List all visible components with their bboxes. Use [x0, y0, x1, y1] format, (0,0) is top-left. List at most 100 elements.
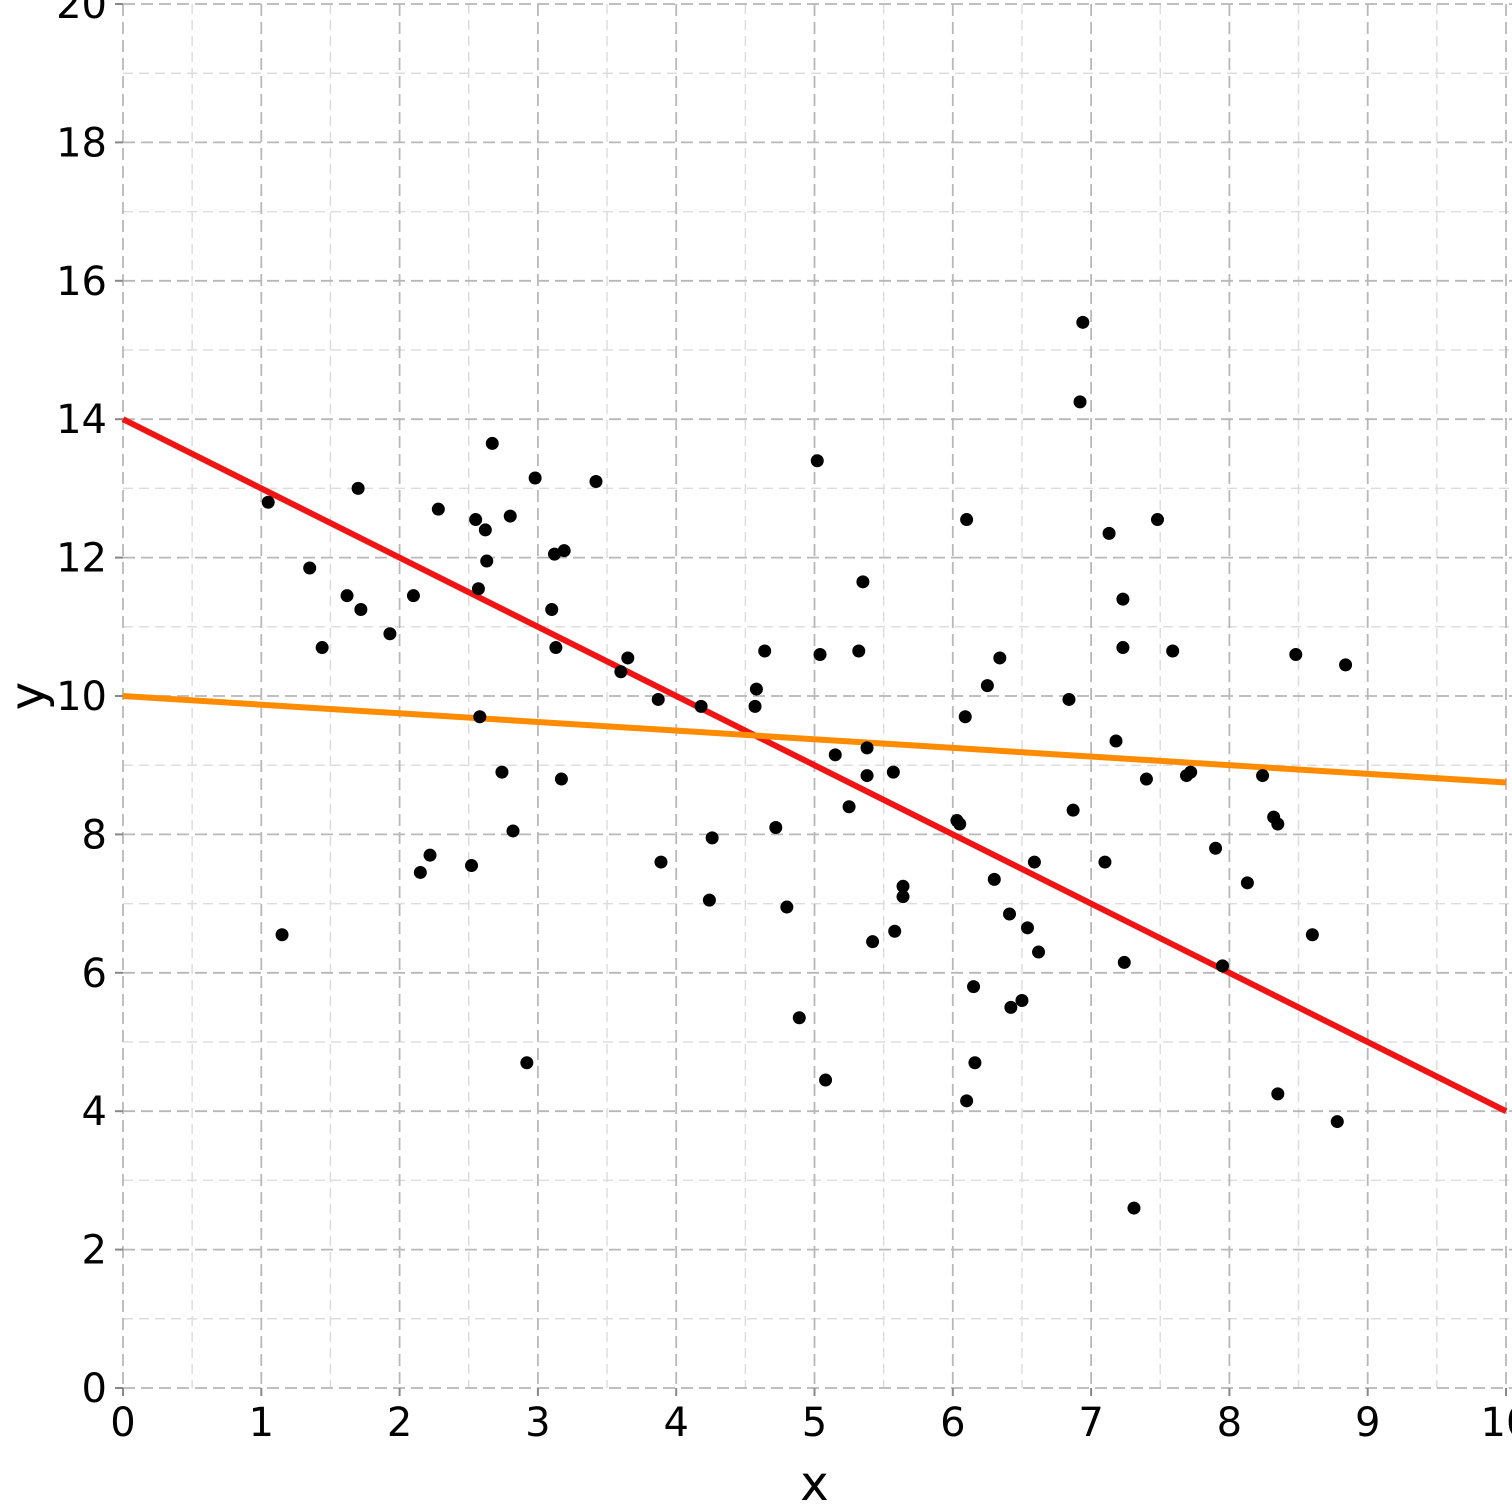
- data-point: [1150, 513, 1164, 527]
- y-tick-label: 10: [56, 674, 107, 720]
- data-point: [1209, 841, 1223, 855]
- data-point: [557, 544, 571, 558]
- data-point: [1117, 955, 1131, 969]
- orange-fit-line: [122, 693, 1507, 786]
- data-point: [1256, 769, 1270, 783]
- data-point: [993, 651, 1007, 665]
- data-point: [828, 748, 842, 762]
- data-point: [495, 765, 509, 779]
- data-point: [1073, 395, 1087, 409]
- data-point: [1116, 641, 1130, 655]
- red-fit-line: [121, 416, 1508, 1114]
- data-point: [694, 699, 708, 713]
- y-axis-title: y: [0, 682, 56, 710]
- data-point: [465, 859, 479, 873]
- data-point: [1271, 817, 1285, 831]
- x-tick-label: 0: [110, 1400, 135, 1446]
- x-tick-labels: 0 1 2 3 4 5 6 7 8 9 10: [110, 1400, 1512, 1446]
- data-point: [860, 741, 874, 755]
- data-point: [1032, 945, 1046, 959]
- data-point: [819, 1073, 833, 1087]
- x-tick-label: 2: [387, 1400, 412, 1446]
- data-point: [980, 679, 994, 693]
- data-point: [749, 682, 763, 696]
- y-tick-label: 6: [82, 951, 107, 997]
- data-point: [1184, 765, 1198, 779]
- data-point: [528, 471, 542, 485]
- data-point: [1330, 1115, 1344, 1129]
- data-point: [413, 865, 427, 879]
- data-point: [856, 575, 870, 589]
- data-point: [1020, 921, 1034, 935]
- y-tick-label: 16: [56, 259, 107, 305]
- data-point: [958, 710, 972, 724]
- y-tick-label: 18: [56, 120, 107, 166]
- data-point: [383, 627, 397, 641]
- fit-lines: [121, 416, 1508, 1114]
- data-point: [354, 603, 368, 616]
- y-tick-labels: 0 2 4 6 8 10 12 14 16 18 20: [56, 0, 107, 1412]
- data-point: [792, 1011, 806, 1025]
- x-tick-label: 6: [940, 1400, 965, 1446]
- data-point: [960, 513, 974, 527]
- data-point: [967, 980, 981, 994]
- data-point: [953, 817, 967, 831]
- x-tick-label: 9: [1355, 1400, 1380, 1446]
- data-point: [1003, 907, 1017, 921]
- data-point: [614, 665, 628, 679]
- data-point: [1027, 855, 1041, 869]
- data-point: [748, 699, 762, 713]
- y-tick-label: 0: [82, 1366, 107, 1412]
- data-point: [1062, 692, 1076, 706]
- data-point: [275, 928, 289, 942]
- x-tick-label: 1: [249, 1400, 274, 1446]
- data-point: [960, 1094, 974, 1108]
- data-point: [968, 1056, 982, 1070]
- data-point: [545, 603, 559, 616]
- data-point: [480, 554, 494, 568]
- data-point: [1127, 1201, 1141, 1215]
- x-tick-label: 4: [663, 1400, 688, 1446]
- data-point: [303, 561, 317, 575]
- data-point: [1271, 1087, 1285, 1101]
- data-point: [520, 1056, 534, 1070]
- data-point: [621, 651, 635, 665]
- data-point: [852, 644, 866, 658]
- data-point: [866, 935, 880, 949]
- data-point: [888, 924, 902, 938]
- data-point: [1215, 959, 1229, 973]
- data-point: [1240, 876, 1254, 890]
- data-point: [1139, 772, 1153, 786]
- x-tick-label: 7: [1078, 1400, 1103, 1446]
- data-point: [654, 855, 668, 869]
- data-point: [554, 772, 568, 786]
- y-tick-label: 14: [56, 397, 107, 443]
- data-point: [423, 848, 437, 862]
- data-point: [702, 893, 716, 907]
- data-point: [589, 474, 603, 488]
- data-point: [813, 647, 827, 661]
- y-tick-label: 20: [56, 0, 107, 28]
- minor-gridlines: [123, 4, 1512, 1388]
- data-point: [261, 495, 275, 509]
- data-point: [351, 481, 365, 495]
- data-point: [1076, 315, 1090, 329]
- data-point: [810, 454, 824, 468]
- y-tick-label: 4: [82, 1089, 107, 1135]
- data-point: [780, 900, 794, 914]
- data-point: [471, 582, 485, 596]
- x-tick-label: 5: [802, 1400, 827, 1446]
- data-point: [315, 641, 329, 655]
- data-point: [1066, 803, 1080, 817]
- data-point: [431, 502, 445, 516]
- data-point: [1109, 734, 1123, 748]
- scatter-points: [261, 315, 1353, 1215]
- data-point: [478, 523, 492, 537]
- data-point: [1102, 526, 1116, 540]
- data-point: [406, 589, 420, 603]
- data-point: [485, 436, 499, 450]
- data-point: [886, 765, 900, 779]
- data-point: [1015, 993, 1029, 1007]
- data-point: [1166, 644, 1180, 658]
